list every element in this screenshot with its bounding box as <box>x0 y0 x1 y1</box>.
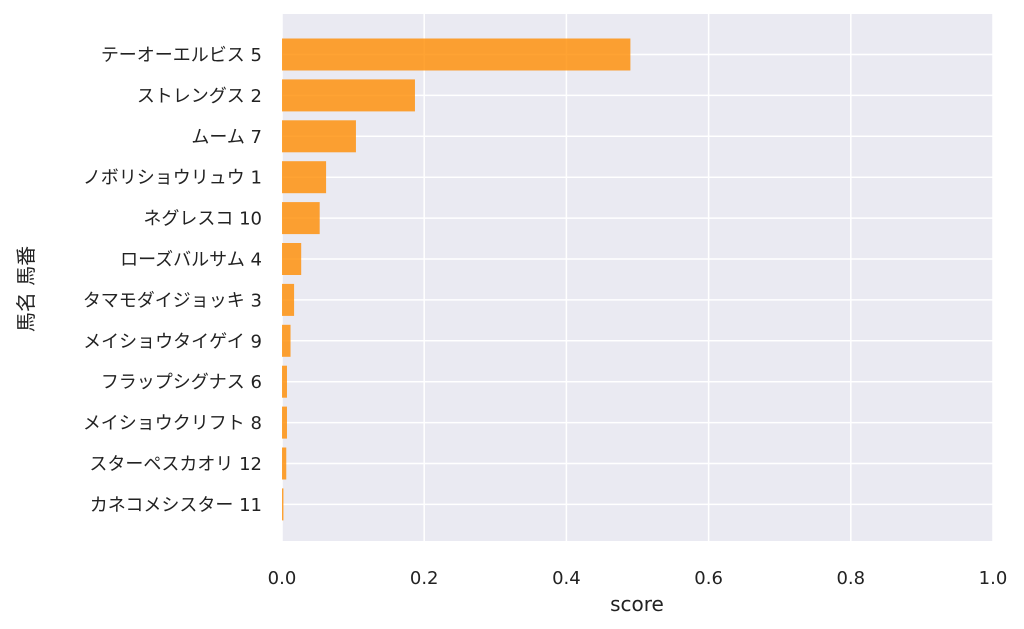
x-axis-title: score <box>610 592 664 616</box>
y-tick-label: テーオーエルビス 5 <box>101 45 262 66</box>
bar <box>282 488 284 521</box>
y-tick-label: ネグレスコ 10 <box>143 209 262 230</box>
bar <box>282 243 302 275</box>
y-tick-label: スターペスカオリ 12 <box>89 454 262 475</box>
x-tick-label: 0.0 <box>268 568 297 589</box>
x-tick-label: 0.8 <box>836 568 865 589</box>
bar <box>282 447 287 480</box>
bar <box>282 406 287 439</box>
bar <box>282 38 631 71</box>
bar <box>282 365 287 398</box>
y-tick-label: カネコメシスター 11 <box>90 495 262 516</box>
bar <box>282 161 327 194</box>
y-axis-title: 馬名 馬番 <box>14 246 38 332</box>
y-tick-label: ローズバルサム 4 <box>120 250 262 271</box>
bar <box>282 79 415 112</box>
y-tick-label: フラップシグナス 6 <box>101 372 262 393</box>
x-tick-label: 0.6 <box>694 568 723 589</box>
y-tick-label: メイショウタイゲイ 9 <box>83 331 262 352</box>
y-tick-label: ストレングス 2 <box>137 86 262 107</box>
x-tick-labels: 0.0 0.2 0.4 0.6 0.8 1.0 <box>268 568 1008 589</box>
x-tick-label: 0.2 <box>410 568 439 589</box>
y-tick-label: タマモダイジョッキ 3 <box>83 290 262 311</box>
x-tick-label: 0.4 <box>552 568 581 589</box>
y-tick-labels: テーオーエルビス 5 ストレングス 2 ムーム 7 ノボリショウリュウ 1 ネグレスコ … <box>83 45 262 516</box>
y-tick-label: メイショウクリフト 8 <box>83 413 262 434</box>
x-tick-label: 1.0 <box>979 568 1008 589</box>
bar <box>282 324 291 357</box>
bars <box>282 38 631 521</box>
bar <box>282 202 320 235</box>
y-tick-label: ノボリショウリュウ 1 <box>83 168 262 189</box>
bar <box>282 283 295 316</box>
y-tick-label: ムーム 7 <box>191 127 262 148</box>
bar <box>282 120 356 153</box>
